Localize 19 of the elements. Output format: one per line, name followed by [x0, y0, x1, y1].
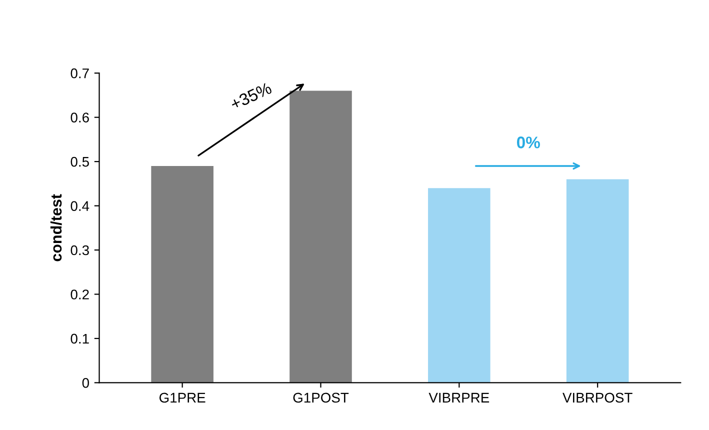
- y-axis-title: cond/test: [50, 194, 62, 262]
- bar: [290, 90, 352, 383]
- bar: [151, 166, 214, 383]
- x-tick-label: VIBRPOST: [562, 392, 632, 403]
- x-tick-label: G1PRE: [159, 392, 206, 403]
- y-tick-label: 0.4: [70, 201, 90, 211]
- x-tick-label: VIBRPRE: [428, 392, 490, 402]
- x-tick-label: G1POST: [293, 392, 349, 403]
- bar: [428, 188, 490, 383]
- y-tick-label: 0: [82, 378, 89, 388]
- annotation: +35%: [230, 82, 272, 110]
- y-tick-label: 0.3: [70, 245, 89, 256]
- y-tick-label: 0.5: [70, 156, 89, 167]
- y-tick-label: 0.6: [70, 112, 89, 122]
- annotation: 0%: [516, 136, 540, 148]
- bar: [566, 179, 629, 383]
- y-tick-label: 0.2: [70, 290, 89, 300]
- y-tick-label: 0.7: [70, 68, 89, 78]
- y-tick-label: 0.1: [70, 334, 89, 344]
